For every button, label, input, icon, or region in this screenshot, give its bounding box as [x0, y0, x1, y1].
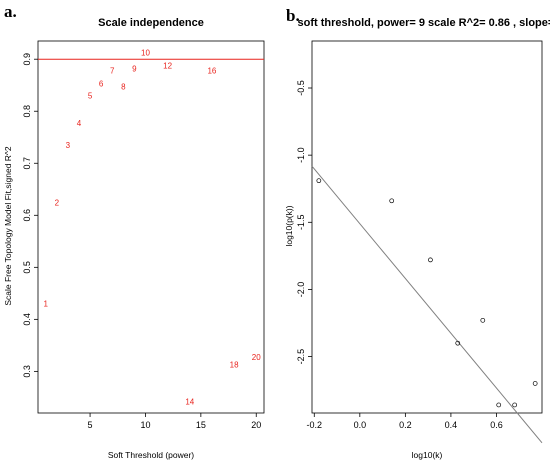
- x-tick-label: -0.2: [307, 420, 323, 430]
- panel-b-fit-line: [311, 165, 543, 444]
- data-point: [532, 381, 538, 386]
- y-tick-label: 0.4: [22, 313, 32, 326]
- data-point: [428, 257, 433, 263]
- panel-a-title: Scale independence: [98, 17, 204, 29]
- panel-a-x-axis: 5 10 15 20: [88, 413, 261, 430]
- point-label-9: 9: [132, 65, 137, 74]
- y-tick-label: 0.3: [22, 365, 32, 378]
- point-label-12: 12: [163, 61, 172, 70]
- x-tick-label: 0.6: [490, 420, 503, 430]
- panel-b-x-axis: -0.2 0.0 0.2 0.4 0.6: [307, 413, 503, 430]
- point-label-3: 3: [66, 141, 71, 150]
- point-label-1: 1: [44, 300, 49, 309]
- point-label-4: 4: [77, 119, 82, 128]
- y-tick-label: 0.5: [22, 261, 32, 274]
- panel-b-title: soft threshold, power= 9 scale R^2= 0.86…: [298, 17, 550, 29]
- x-tick-label: 0.2: [399, 420, 412, 430]
- x-tick-label: 0.0: [354, 420, 367, 430]
- panel-a: a. Scale independence 5 10 15 20 0.30.40.50…: [3, 2, 265, 460]
- y-tick-label: -1.5: [296, 215, 306, 231]
- x-tick-label: 5: [88, 420, 93, 430]
- x-tick-label: 20: [251, 420, 261, 430]
- data-point: [316, 178, 322, 184]
- panel-b-label: b.: [286, 6, 300, 25]
- data-point: [512, 402, 518, 408]
- y-tick-label: -0.5: [296, 80, 306, 96]
- y-tick-label: 0.7: [22, 157, 32, 170]
- data-point: [455, 340, 461, 346]
- y-tick-label: 0.6: [22, 209, 32, 222]
- point-label-20: 20: [252, 353, 261, 362]
- point-label-18: 18: [230, 361, 239, 370]
- x-tick-label: 0.4: [445, 420, 458, 430]
- y-tick-label: -2.0: [296, 282, 306, 298]
- panel-b-x-label: log10(k): [412, 450, 443, 460]
- point-label-5: 5: [88, 92, 93, 101]
- x-tick-label: 15: [196, 420, 206, 430]
- y-tick-label: -2.5: [296, 349, 306, 365]
- panel-b-y-label: log10(p(k)): [284, 205, 294, 246]
- panel-a-x-label: Soft Threshold (power): [108, 450, 194, 460]
- data-point: [480, 317, 486, 323]
- regression-line: [311, 165, 543, 444]
- panel-a-y-label: Scale Free Topology Model Fit,signed R^2: [3, 146, 13, 306]
- panel-a-label: a.: [4, 2, 17, 21]
- panel-b-y-axis: -2.5 -2.0 -1.5 -1.0 -0.5: [296, 80, 312, 364]
- panel-b-points: [316, 178, 538, 408]
- panel-b-plot-frame: [311, 40, 543, 414]
- y-tick-label: 0.9: [22, 53, 32, 66]
- point-label-6: 6: [99, 80, 104, 89]
- point-label-2: 2: [55, 198, 60, 207]
- point-label-8: 8: [121, 82, 126, 91]
- x-tick-label: 10: [140, 420, 150, 430]
- panel-a-plot-frame: [37, 40, 265, 414]
- data-point: [389, 198, 395, 204]
- point-label-7: 7: [110, 67, 115, 76]
- panel-a-y-axis: 0.3 0.4 0.5 0.6 0.7 0.8 0.9: [22, 53, 38, 378]
- data-point: [496, 402, 502, 408]
- point-label-16: 16: [207, 67, 216, 76]
- point-label-14: 14: [185, 398, 194, 407]
- panel-b: b. soft threshold, power= 9 scale R^2= 0…: [284, 6, 550, 460]
- y-tick-label: 0.8: [22, 105, 32, 118]
- point-label-10: 10: [141, 48, 150, 57]
- y-tick-label: -1.0: [296, 147, 306, 163]
